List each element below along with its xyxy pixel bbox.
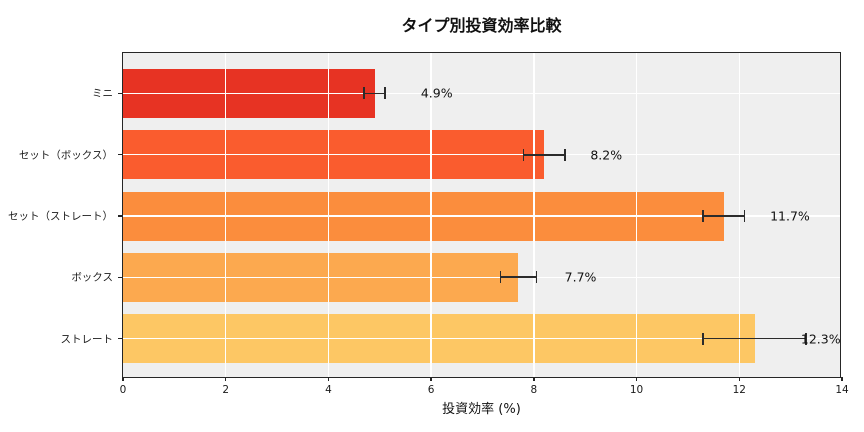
errorbar-cap-right xyxy=(535,271,538,284)
gridline-horizontal xyxy=(123,276,840,278)
gridline-vertical xyxy=(430,53,432,377)
x-tick-label: 14 xyxy=(835,384,849,396)
x-tick-mark xyxy=(738,377,740,381)
errorbar-cap-right xyxy=(563,148,566,161)
plot-area: 4.9% ミニ 8.2% セット（ボックス） 11.7% セット（ストレート） 7.7% ボッ… xyxy=(8,52,849,396)
x-tick-mark xyxy=(635,377,638,381)
errorbar-cap-left xyxy=(522,148,525,161)
y-tick-label: ボックス xyxy=(71,271,113,284)
x-axis-label: 投資効率 (%) xyxy=(442,402,521,417)
x-tick-label: 2 xyxy=(222,384,230,396)
gridline-vertical xyxy=(225,53,227,377)
x-tick-mark xyxy=(327,377,330,381)
gridline-vertical xyxy=(635,53,638,377)
x-tick-label: 8 xyxy=(530,384,538,396)
errorbar-cap-left xyxy=(499,271,502,284)
x-tick-mark xyxy=(122,377,124,381)
y-tick-mark xyxy=(118,215,122,217)
errorbar-cap-right xyxy=(384,87,386,100)
errorbar xyxy=(523,153,565,156)
y-tick-mark xyxy=(118,276,122,278)
errorbar-cap-left xyxy=(363,87,366,100)
errorbar-cap-left xyxy=(702,332,705,345)
x-tick-label: 12 xyxy=(732,384,746,396)
errorbar-cap-right xyxy=(805,332,807,345)
x-tick-label: 6 xyxy=(427,384,435,396)
gridline-vertical xyxy=(327,53,330,377)
value-label: 11.7% xyxy=(770,208,810,224)
y-tick-mark xyxy=(118,154,122,156)
y-tick-label: セット（ボックス） xyxy=(18,149,113,162)
errorbar xyxy=(500,276,537,279)
x-tick-mark xyxy=(841,377,843,381)
y-tick-mark xyxy=(118,92,122,95)
y-tick-label: ミニ xyxy=(92,87,113,100)
x-tick-mark xyxy=(533,377,535,381)
errorbar xyxy=(703,337,807,340)
gridline-horizontal xyxy=(123,215,840,217)
chart-title: タイプ別投資効率比較 xyxy=(401,16,562,35)
x-tick-mark xyxy=(225,377,227,381)
x-tick-label: 10 xyxy=(629,384,644,396)
y-tick-label: セット（ストレート） xyxy=(8,210,113,223)
value-label: 7.7% xyxy=(564,269,597,285)
x-tick-label: 4 xyxy=(325,384,332,396)
y-tick-label: ストレート xyxy=(60,333,114,346)
y-tick-mark xyxy=(118,337,122,340)
gridline-horizontal xyxy=(123,92,840,95)
errorbar xyxy=(703,215,745,217)
gridline-horizontal xyxy=(123,154,840,156)
value-label: 4.9% xyxy=(420,85,453,101)
gridline-vertical xyxy=(533,53,535,377)
x-tick-mark xyxy=(430,377,432,381)
x-tick-label: 0 xyxy=(119,384,127,396)
errorbar-cap-right xyxy=(743,210,746,222)
value-label: 12.3% xyxy=(800,331,841,347)
gridline-vertical xyxy=(738,53,740,377)
errorbar-cap-left xyxy=(702,210,705,222)
value-label: 8.2% xyxy=(590,147,623,163)
gridline-horizontal xyxy=(123,337,840,340)
errorbar xyxy=(364,92,385,95)
